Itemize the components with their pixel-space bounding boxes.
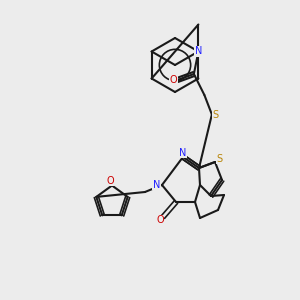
Text: O: O [156,215,164,225]
Text: N: N [179,148,187,158]
Text: O: O [107,176,114,186]
Text: S: S [212,110,218,119]
Text: N: N [195,46,202,56]
Text: N: N [153,180,160,190]
Text: S: S [216,154,223,164]
Text: O: O [170,75,178,85]
